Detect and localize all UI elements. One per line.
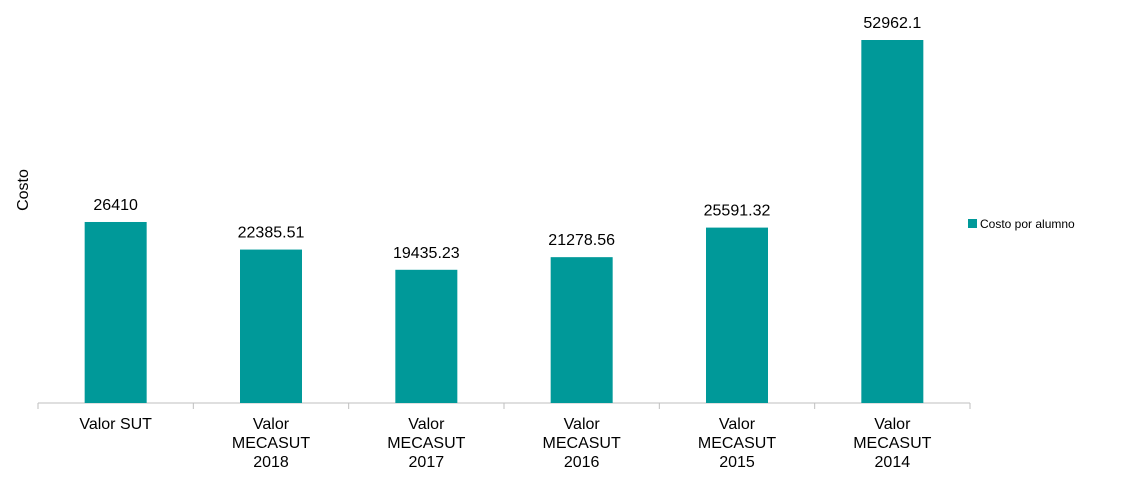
legend-swatch [968, 219, 977, 228]
x-tick-label: Valor MECASUT 2015 [697, 416, 777, 471]
data-label: 52962.1 [863, 15, 921, 32]
y-axis-label: Costo [15, 169, 32, 211]
data-label: 25591.32 [704, 203, 771, 220]
data-label: 26410 [93, 197, 138, 214]
bar [395, 269, 458, 403]
x-tick-label: Valor MECASUT 2016 [542, 416, 621, 471]
data-label: 22385.51 [238, 225, 305, 242]
bar [861, 40, 924, 403]
data-label: 19435.23 [393, 245, 460, 262]
x-tick-label: Valor MECASUT 2018 [231, 416, 311, 471]
data-label: 21278.56 [548, 232, 615, 249]
legend-label: Costo por alumno [980, 217, 1075, 231]
x-tick-label: Valor MECASUT 2014 [853, 416, 932, 471]
bar [240, 249, 302, 403]
bar [706, 227, 768, 403]
bar [550, 257, 613, 403]
x-tick-label: Valor SUT [79, 416, 152, 433]
bar [84, 221, 147, 403]
x-tick-label: Valor MECASUT 2017 [387, 416, 466, 471]
